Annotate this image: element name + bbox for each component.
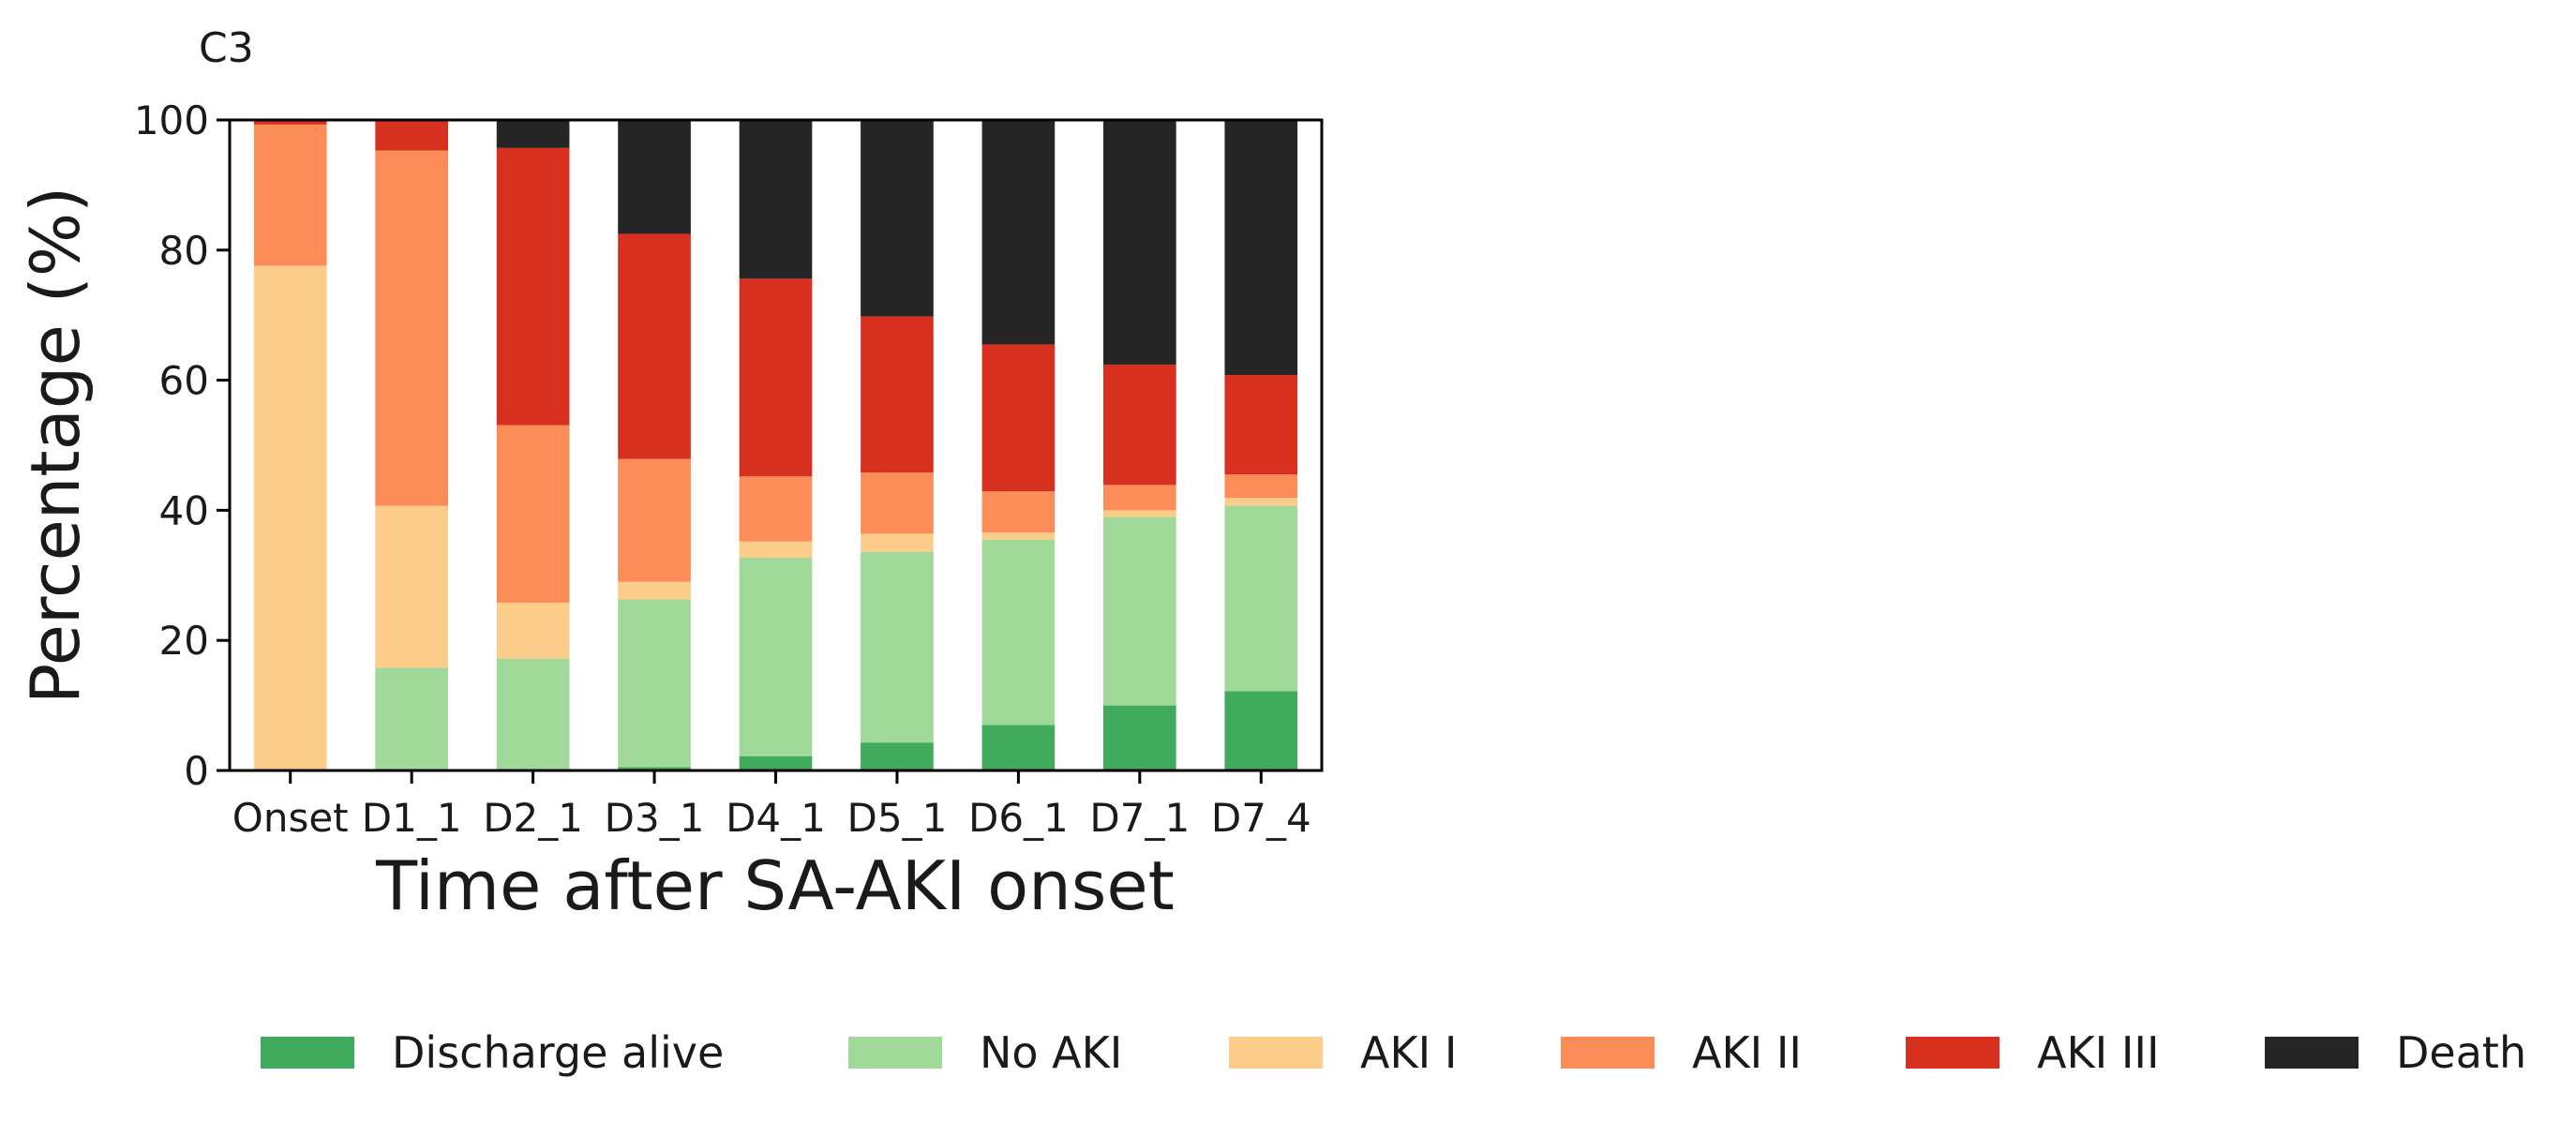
bar-segment-3-8 <box>1224 474 1298 499</box>
x-tick-label: D6_1 <box>968 795 1069 841</box>
y-axis: 0 20 40 60 80 100 <box>134 97 230 794</box>
legend-label: Death <box>2396 1027 2526 1078</box>
bar-segment-2-6 <box>981 531 1056 540</box>
x-tick-label: Onset <box>232 795 349 841</box>
bar-segment-4-3 <box>618 233 691 459</box>
legend: Discharge alive No AKI AKI I AKI II AKI III D… <box>261 1027 2526 1078</box>
x-axis-label: Time after SA-AKI onset <box>375 846 1175 925</box>
y-tick-label: 20 <box>159 618 209 664</box>
bar-segment-1-5 <box>861 551 934 743</box>
legend-swatch <box>1906 1037 1999 1069</box>
legend-swatch <box>261 1037 354 1069</box>
legend-label: AKI III <box>2037 1027 2160 1078</box>
bar-segment-5-7 <box>1103 120 1176 365</box>
bar-segment-4-5 <box>861 316 934 473</box>
panel-label: C3 <box>199 24 254 72</box>
bar-segment-3-0 <box>253 124 327 266</box>
bar-segment-4-0 <box>253 120 327 125</box>
bar-segment-4-8 <box>1224 375 1298 475</box>
bar-segment-2-0 <box>253 265 327 770</box>
x-tick-label: D5_1 <box>847 795 948 841</box>
bar-segment-5-6 <box>981 120 1056 345</box>
legend-label: Discharge alive <box>392 1027 724 1078</box>
bars-group <box>253 120 1298 770</box>
y-axis-label: Percentage (%) <box>16 187 95 705</box>
bar-segment-0-8 <box>1224 691 1298 770</box>
y-tick-label: 40 <box>159 487 209 533</box>
bar-segment-2-4 <box>739 541 813 559</box>
bar-segment-4-6 <box>981 344 1056 492</box>
legend-label: No AKI <box>980 1027 1122 1078</box>
x-tick-label: D7_1 <box>1089 795 1190 841</box>
x-tick-label: D7_4 <box>1211 795 1311 841</box>
bar-segment-2-1 <box>375 505 448 668</box>
bar-segment-3-4 <box>739 476 813 542</box>
bar-segment-1-6 <box>981 539 1056 726</box>
bar-segment-3-6 <box>981 491 1056 532</box>
legend-swatch <box>1561 1037 1655 1069</box>
bar-segment-0-7 <box>1103 705 1176 770</box>
bar-segment-3-7 <box>1103 485 1176 511</box>
bar-segment-2-8 <box>1224 498 1298 506</box>
legend-label: AKI II <box>1692 1027 1802 1078</box>
y-tick-label: 60 <box>159 358 209 404</box>
y-tick-label: 0 <box>184 748 209 794</box>
bar-segment-1-4 <box>739 558 813 756</box>
y-tick-label: 80 <box>159 228 209 274</box>
bar-segment-1-2 <box>496 658 570 770</box>
bar-segment-0-4 <box>739 755 813 770</box>
bar-segment-5-3 <box>618 120 691 234</box>
bar-segment-5-8 <box>1224 120 1298 376</box>
x-tick-label: D1_1 <box>362 795 462 841</box>
y-tick-label: 100 <box>134 97 209 143</box>
bar-segment-4-2 <box>496 147 570 426</box>
bar-segment-0-5 <box>861 742 934 770</box>
bar-segment-5-2 <box>496 120 570 148</box>
x-tick-label: D3_1 <box>605 795 705 841</box>
bar-segment-2-3 <box>618 581 691 600</box>
bar-segment-0-6 <box>981 725 1056 770</box>
legend-swatch <box>848 1037 942 1069</box>
bar-segment-2-2 <box>496 602 570 659</box>
bar-segment-0-3 <box>618 767 691 770</box>
bar-segment-4-1 <box>375 120 448 151</box>
bar-segment-1-7 <box>1103 516 1176 706</box>
legend-swatch <box>1229 1037 1323 1069</box>
bar-segment-3-1 <box>375 150 448 506</box>
bar-segment-4-4 <box>739 278 813 477</box>
bar-segment-2-7 <box>1103 510 1176 517</box>
legend-swatch <box>2265 1037 2359 1069</box>
bar-segment-3-2 <box>496 425 570 603</box>
bar-segment-5-5 <box>861 120 934 317</box>
x-tick-label: D4_1 <box>726 795 826 841</box>
bar-segment-5-4 <box>739 120 813 279</box>
x-tick-label: D2_1 <box>483 795 583 841</box>
x-axis: Onset D1_1 D2_1 D3_1 D4_1 D5_1 D6_1 D7_1 D7_4 <box>232 770 1311 841</box>
bar-segment-1-8 <box>1224 505 1298 692</box>
legend-label: AKI I <box>1360 1027 1457 1078</box>
bar-segment-4-7 <box>1103 364 1176 486</box>
bar-segment-1-1 <box>375 667 448 770</box>
bar-segment-1-3 <box>618 599 691 768</box>
bar-segment-3-3 <box>618 458 691 582</box>
bar-segment-2-5 <box>861 533 934 552</box>
bar-segment-3-5 <box>861 472 934 534</box>
